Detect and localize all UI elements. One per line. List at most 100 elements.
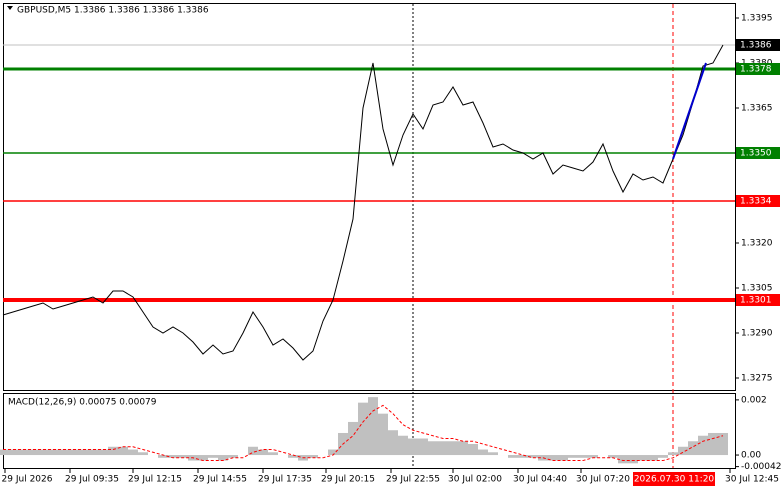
price-panel — [3, 3, 736, 391]
macd-bar — [698, 435, 708, 456]
macd-bar — [548, 455, 558, 461]
macd-bar — [678, 446, 688, 456]
x-tick-label: 29 Jul 14:55 — [193, 475, 247, 485]
macd-bar — [38, 449, 48, 456]
macd-panel — [3, 393, 736, 469]
macd-bar — [328, 449, 338, 456]
macd-bar — [118, 446, 128, 456]
y-tick-label: 1.3305 — [741, 284, 773, 294]
x-tick-label: 29 Jul 2026 — [2, 475, 53, 485]
trend-line — [672, 62, 707, 160]
x-tick-label: 29 Jul 22:55 — [386, 475, 440, 485]
macd-bar — [288, 455, 298, 458]
macd-bar — [508, 455, 518, 458]
y-tick-label: 1.3320 — [741, 239, 773, 249]
macd-bar — [88, 449, 98, 456]
macd-bar — [128, 449, 138, 456]
x-tick-label: 29 Jul 09:35 — [65, 475, 119, 485]
level-label: 1.3334 — [740, 197, 772, 207]
macd-bar — [478, 449, 488, 456]
macd-bar — [48, 449, 58, 456]
macd-bar — [248, 446, 258, 456]
macd-bar — [668, 452, 678, 456]
chart-title: GBPUSD,M5 1.3386 1.3386 1.3386 1.3386 — [17, 6, 209, 16]
macd-signal — [3, 404, 724, 462]
menu-arrow — [7, 6, 13, 10]
macd-bar — [378, 413, 388, 456]
cursor-label: 2026.07.30 11:20 — [634, 475, 715, 485]
level-label-box — [736, 195, 780, 207]
level-label: 1.3378 — [740, 65, 772, 75]
macd-bar — [18, 449, 28, 456]
macd-bar — [578, 455, 588, 458]
macd-bar — [178, 455, 188, 458]
current-price-box — [736, 39, 780, 51]
macd-bar — [568, 455, 578, 458]
macd-bar — [8, 449, 18, 456]
macd-bar — [488, 452, 498, 456]
macd-bar — [98, 449, 108, 456]
macd-y-tick-label: 0.00 — [741, 451, 761, 461]
level-label-box — [736, 63, 780, 75]
macd-bar — [358, 402, 368, 456]
macd-y-tick-label: 0.002 — [741, 395, 767, 405]
level-label-box — [736, 294, 780, 306]
macd-bar — [588, 455, 598, 458]
macd-bar — [418, 438, 428, 456]
macd-bar — [408, 438, 418, 456]
macd-bar — [0, 449, 8, 456]
level-label: 1.3350 — [740, 149, 772, 159]
x-tick-label: 29 Jul 20:15 — [321, 475, 375, 485]
macd-bar — [138, 452, 148, 456]
macd-bar — [308, 455, 318, 458]
macd-bar — [458, 441, 468, 456]
x-tick-label: 30 Jul 07:20 — [576, 475, 630, 485]
macd-bar — [68, 449, 78, 456]
macd-bar — [208, 455, 218, 458]
macd-bar — [518, 455, 528, 458]
macd-bar — [398, 435, 408, 456]
macd-bar — [168, 455, 178, 458]
macd-bar — [618, 455, 628, 464]
x-tick-label: 29 Jul 17:35 — [258, 475, 312, 485]
x-tick-label: 30 Jul 12:45 — [725, 475, 779, 485]
macd-bar — [438, 441, 448, 456]
macd-bar — [648, 455, 658, 461]
cursor-label-box — [633, 472, 715, 486]
macd-bar — [628, 455, 638, 464]
macd-bar — [258, 449, 268, 456]
level-label-box — [736, 147, 780, 159]
macd-bar — [448, 441, 458, 456]
y-tick-label: 1.3275 — [741, 374, 773, 384]
macd-bar — [218, 455, 228, 461]
macd-bar — [608, 455, 618, 458]
macd-bar — [198, 455, 208, 461]
macd-bar — [388, 430, 398, 456]
macd-bar — [558, 455, 568, 461]
macd-bar — [28, 449, 38, 456]
macd-bar — [658, 455, 668, 458]
macd-bar — [708, 432, 718, 456]
y-tick-label: 1.3395 — [741, 14, 773, 24]
y-tick-label: 1.3365 — [741, 104, 773, 114]
price-line — [2, 44, 724, 361]
macd-bar — [528, 455, 538, 458]
level-label: 1.3301 — [740, 296, 772, 306]
macd-bar — [428, 441, 438, 456]
current-price-label: 1.3386 — [740, 41, 772, 51]
macd-bar — [58, 449, 68, 456]
macd-bar — [158, 455, 168, 458]
x-tick-label: 29 Jul 12:15 — [128, 475, 182, 485]
macd-bar — [268, 452, 278, 456]
x-tick-label: 30 Jul 02:00 — [448, 475, 502, 485]
x-tick-label: 30 Jul 04:40 — [513, 475, 567, 485]
macd-bar — [228, 455, 238, 458]
macd-y-tick-label: -0.00042 — [741, 462, 781, 472]
macd-bar — [638, 455, 648, 461]
macd-bar — [718, 432, 728, 456]
macd-bar — [78, 449, 88, 456]
macd-bar — [348, 421, 358, 456]
macd-bar — [108, 446, 118, 456]
macd-bar — [468, 444, 478, 456]
